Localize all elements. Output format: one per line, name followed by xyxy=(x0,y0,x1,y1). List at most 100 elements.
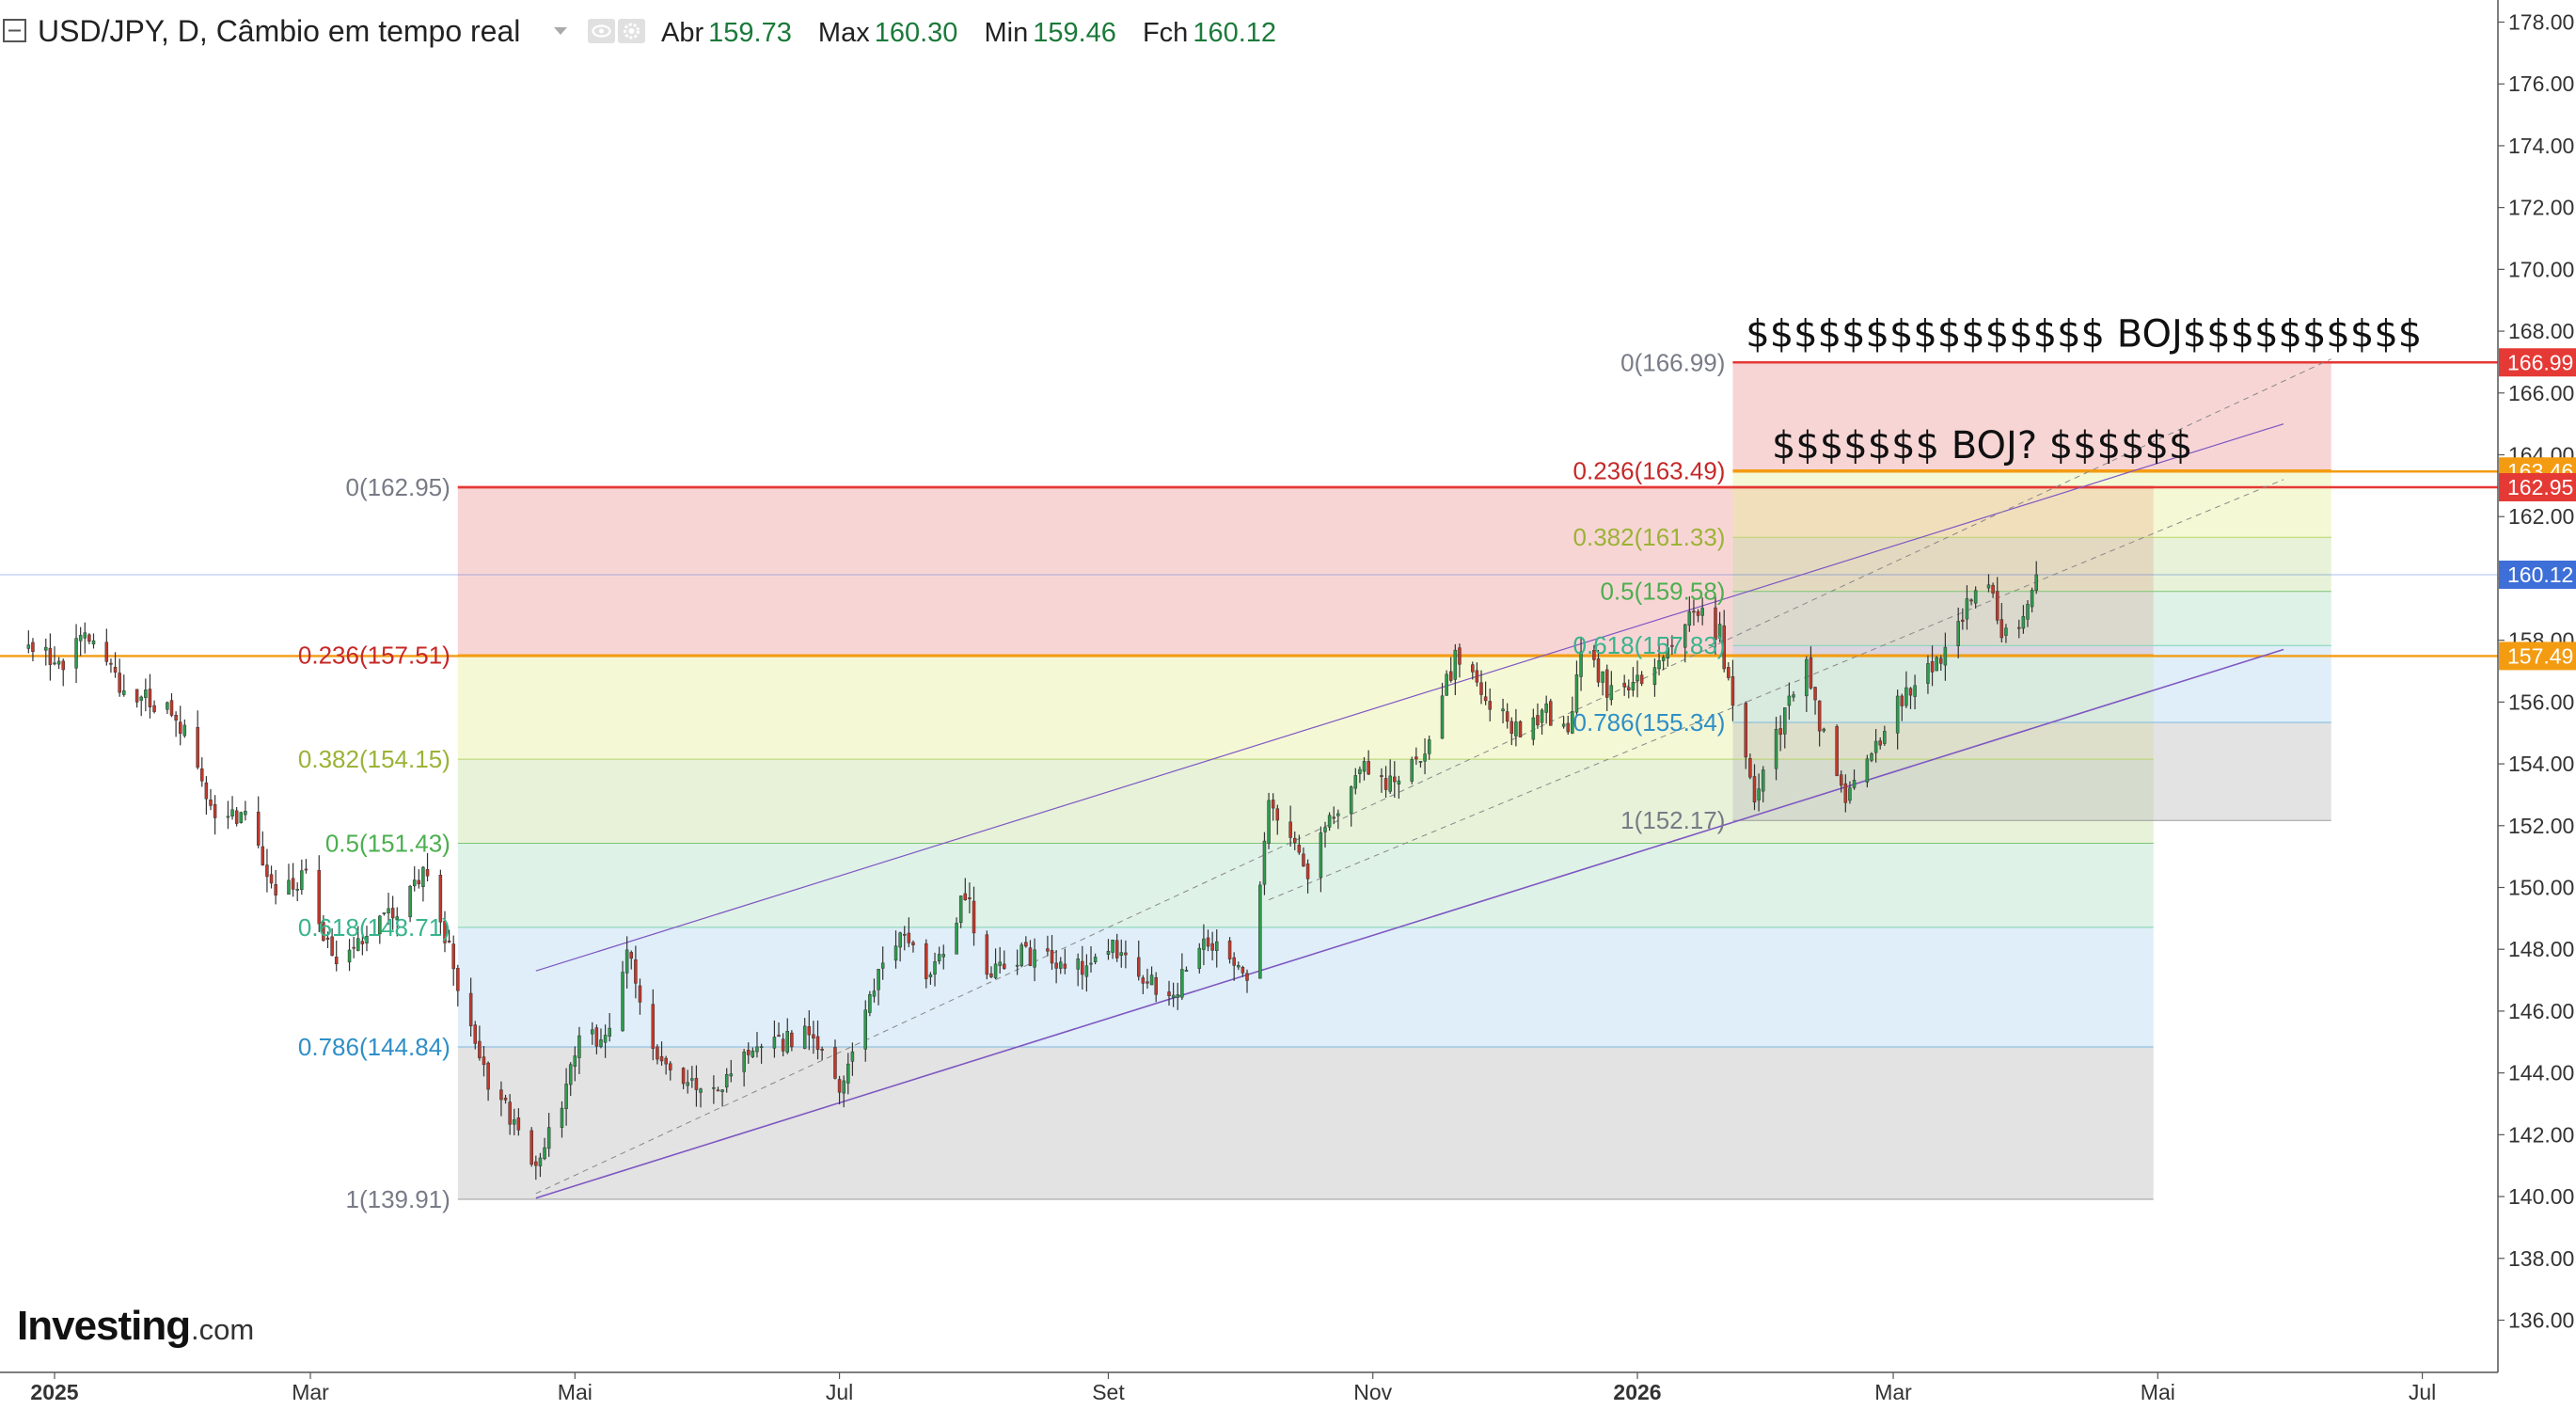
candle[interactable] xyxy=(1774,717,1778,781)
candle[interactable] xyxy=(486,1061,490,1101)
candle[interactable] xyxy=(226,800,230,830)
candle[interactable] xyxy=(690,1066,694,1088)
candle[interactable] xyxy=(1670,635,1674,656)
candle[interactable] xyxy=(213,795,217,835)
candle[interactable] xyxy=(1639,671,1644,687)
candle[interactable] xyxy=(1206,929,1210,952)
candle[interactable] xyxy=(152,700,156,714)
candle[interactable] xyxy=(1579,636,1583,691)
candle[interactable] xyxy=(148,673,152,719)
candle[interactable] xyxy=(1574,660,1579,716)
candle[interactable] xyxy=(1003,950,1006,970)
candle[interactable] xyxy=(681,1067,686,1089)
candle[interactable] xyxy=(1631,667,1636,697)
candle[interactable] xyxy=(573,1046,577,1082)
candle[interactable] xyxy=(1878,737,1882,750)
candle[interactable] xyxy=(1692,599,1696,626)
candle[interactable] xyxy=(61,658,65,687)
candle[interactable] xyxy=(1935,656,1938,672)
channel-mid2-dashed-line[interactable] xyxy=(1268,479,2284,901)
candle[interactable] xyxy=(1566,715,1570,736)
candle[interactable] xyxy=(863,1000,867,1062)
candle[interactable] xyxy=(1054,950,1058,984)
candle[interactable] xyxy=(1262,832,1267,895)
candle[interactable] xyxy=(1757,773,1761,812)
candle[interactable] xyxy=(122,674,126,697)
caret-down-icon[interactable] xyxy=(554,27,567,35)
candle[interactable] xyxy=(1991,582,1995,598)
candle[interactable] xyxy=(868,990,872,1017)
candle[interactable] xyxy=(1778,715,1782,752)
candle[interactable] xyxy=(529,1127,533,1167)
candle[interactable] xyxy=(1232,952,1236,981)
candle[interactable] xyxy=(287,863,291,895)
candle[interactable] xyxy=(712,1075,716,1104)
candle[interactable] xyxy=(1727,662,1731,681)
candle[interactable] xyxy=(1908,687,1913,709)
candle[interactable] xyxy=(1458,643,1462,678)
candle[interactable] xyxy=(1058,957,1063,974)
candle[interactable] xyxy=(304,859,308,874)
candle[interactable] xyxy=(1514,708,1518,747)
candle[interactable] xyxy=(955,917,958,955)
candle[interactable] xyxy=(1544,695,1548,724)
candle[interactable] xyxy=(1084,954,1089,992)
candle[interactable] xyxy=(330,927,334,957)
candle[interactable] xyxy=(261,831,265,866)
candle[interactable] xyxy=(669,1061,672,1081)
candle[interactable] xyxy=(109,658,113,673)
candle[interactable] xyxy=(1969,598,1973,606)
candle[interactable] xyxy=(1081,945,1084,990)
candle[interactable] xyxy=(1410,756,1414,784)
candle[interactable] xyxy=(1050,935,1054,971)
candle[interactable] xyxy=(1453,643,1458,696)
candle[interactable] xyxy=(781,1033,785,1057)
candle[interactable] xyxy=(360,934,365,956)
candle[interactable] xyxy=(820,1046,824,1061)
candle[interactable] xyxy=(1609,671,1614,705)
candle[interactable] xyxy=(815,1020,820,1060)
candle[interactable] xyxy=(933,952,937,987)
candle[interactable] xyxy=(1926,655,1930,694)
candle[interactable] xyxy=(634,945,638,999)
candle[interactable] xyxy=(378,914,382,944)
candle[interactable] xyxy=(1883,725,1887,746)
candle[interactable] xyxy=(1227,937,1232,964)
candle[interactable] xyxy=(1241,965,1245,977)
candle[interactable] xyxy=(993,948,998,979)
candle[interactable] xyxy=(538,1152,543,1178)
candle[interactable] xyxy=(91,633,96,649)
candle[interactable] xyxy=(1657,643,1661,676)
candle[interactable] xyxy=(842,1075,845,1108)
candle[interactable] xyxy=(1136,940,1141,981)
candle[interactable] xyxy=(209,788,213,811)
candle[interactable] xyxy=(1146,968,1149,990)
candle[interactable] xyxy=(104,628,109,666)
candle[interactable] xyxy=(1813,686,1817,715)
candle[interactable] xyxy=(196,710,199,770)
candle[interactable] xyxy=(1024,936,1028,948)
candle[interactable] xyxy=(482,1046,486,1077)
candle[interactable] xyxy=(1448,657,1453,683)
candle[interactable] xyxy=(417,869,421,889)
candle[interactable] xyxy=(1700,597,1704,626)
candle[interactable] xyxy=(880,946,885,980)
candle[interactable] xyxy=(624,936,629,990)
candle[interactable] xyxy=(1748,753,1752,780)
candle[interactable] xyxy=(395,907,400,937)
candle[interactable] xyxy=(1873,729,1878,763)
candle[interactable] xyxy=(989,966,993,978)
candle[interactable] xyxy=(577,1026,581,1074)
candle[interactable] xyxy=(204,776,209,816)
candle[interactable] xyxy=(291,863,295,897)
candle[interactable] xyxy=(425,853,430,882)
candle[interactable] xyxy=(1327,812,1332,832)
candle[interactable] xyxy=(456,964,460,1006)
candle[interactable] xyxy=(568,1062,573,1097)
candle[interactable] xyxy=(334,940,339,972)
candle[interactable] xyxy=(1197,943,1202,974)
candle[interactable] xyxy=(759,1043,764,1064)
candle[interactable] xyxy=(893,930,898,969)
candle[interactable] xyxy=(833,1039,837,1080)
candle[interactable] xyxy=(1063,948,1067,974)
